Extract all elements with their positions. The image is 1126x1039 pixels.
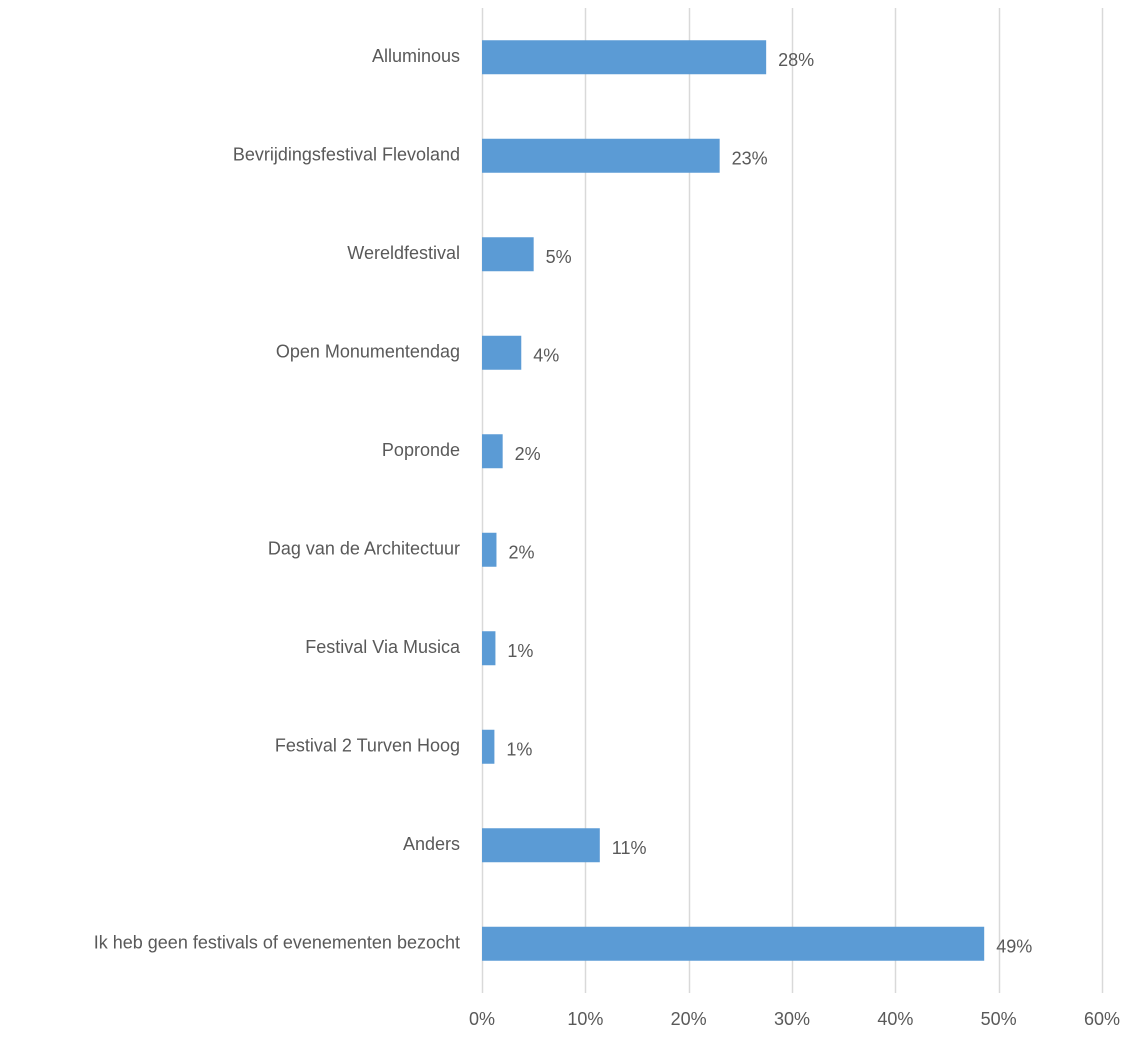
data-label-5: 2% — [508, 543, 534, 563]
bar-4 — [482, 434, 503, 469]
category-label-0: Alluminous — [372, 46, 460, 66]
data-label-9: 49% — [996, 937, 1032, 957]
x-tick-label-2: 20% — [671, 1009, 707, 1029]
data-label-4: 2% — [515, 444, 541, 464]
category-labels: Alluminous Bevrijdingsfestival Flevoland W… — [94, 46, 461, 953]
category-label-4: Popronde — [382, 440, 460, 460]
data-label-2: 5% — [546, 247, 572, 267]
bar-1 — [482, 138, 720, 173]
data-label-8: 11% — [612, 838, 647, 858]
x-tick-label-0: 0% — [469, 1009, 495, 1029]
x-tick-label-3: 30% — [774, 1009, 810, 1029]
data-labels: 28% 23% 5% 4% 2% 2% 1% 1% 11% 49% — [506, 50, 1032, 957]
category-label-7: Festival 2 Turven Hoog — [275, 736, 460, 756]
bar-5 — [482, 532, 497, 567]
x-tick-label-5: 50% — [981, 1009, 1017, 1029]
data-label-1: 23% — [732, 149, 768, 169]
category-label-2: Wereldfestival — [347, 243, 460, 263]
category-label-3: Open Monumentendag — [276, 342, 460, 362]
bar-8 — [482, 828, 600, 863]
bar-3 — [482, 335, 522, 370]
bars — [482, 40, 985, 961]
category-label-8: Anders — [403, 834, 460, 854]
bar-2 — [482, 237, 534, 272]
category-label-6: Festival Via Musica — [305, 637, 461, 657]
bar-7 — [482, 729, 495, 764]
data-label-0: 28% — [778, 50, 814, 70]
data-label-3: 4% — [533, 346, 559, 366]
bar-0 — [482, 40, 767, 75]
data-label-6: 1% — [507, 641, 533, 661]
bar-9 — [482, 926, 985, 961]
x-tick-label-6: 60% — [1084, 1009, 1120, 1029]
category-label-1: Bevrijdingsfestival Flevoland — [233, 145, 460, 165]
data-label-7: 1% — [506, 740, 532, 760]
x-tick-label-1: 10% — [567, 1009, 603, 1029]
x-tick-label-4: 40% — [877, 1009, 913, 1029]
x-axis-tick-labels: 0% 10% 20% 30% 40% 50% 60% — [469, 1009, 1120, 1029]
category-label-5: Dag van de Architectuur — [268, 539, 460, 559]
category-label-9: Ik heb geen festivals of evenementen bez… — [94, 933, 460, 953]
bar-6 — [482, 631, 496, 666]
